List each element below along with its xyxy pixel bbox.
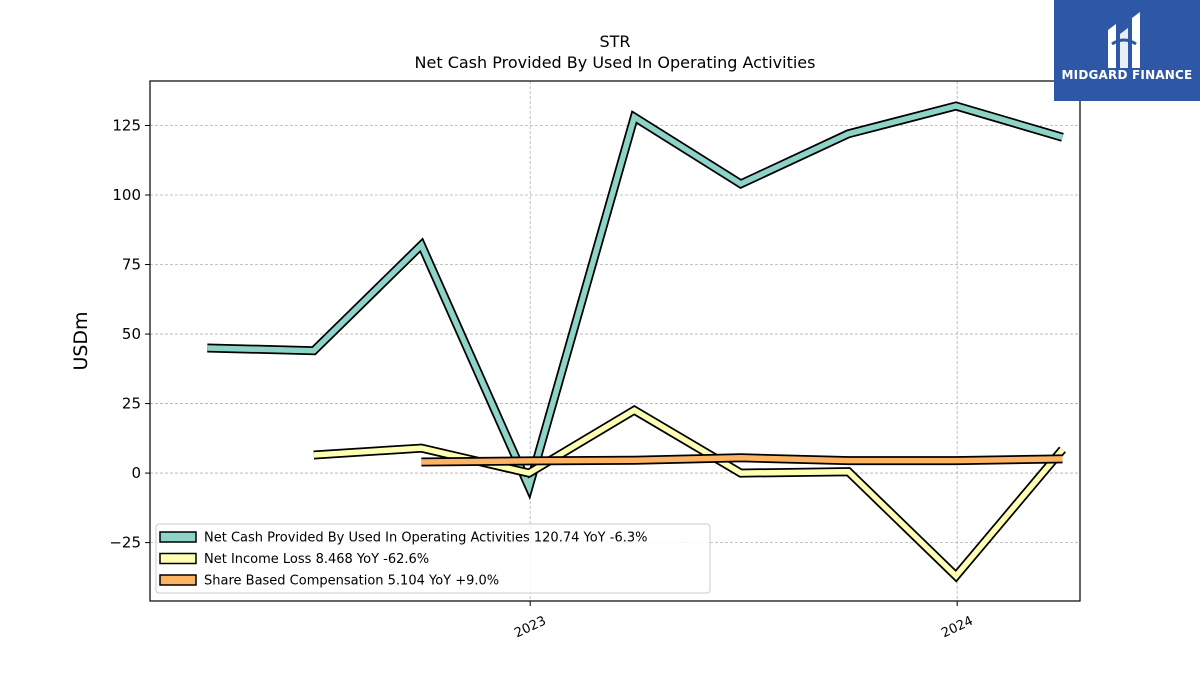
x-tick-label: 2024 [939, 614, 975, 642]
series-line [313, 407, 1065, 581]
legend-swatch [159, 531, 197, 543]
series-line [207, 103, 1064, 496]
series-3 [421, 453, 1063, 467]
y-tick-label: 100 [112, 186, 141, 204]
y-tick-label: 0 [131, 464, 141, 482]
series-lines [207, 101, 1066, 583]
legend: Net Cash Provided By Used In Operating A… [155, 523, 711, 594]
y-axis-label: USDm [70, 311, 92, 370]
chart-subtitle: Net Cash Provided By Used In Operating A… [415, 53, 816, 72]
y-tick-label: 25 [122, 395, 141, 413]
series-2 [313, 404, 1066, 583]
midgard-finance-logo: MIDGARD FINANCE [1054, 0, 1200, 101]
logo-text: MIDGARD FINANCE [1061, 68, 1193, 82]
legend-entry: Net Cash Provided By Used In Operating A… [204, 531, 647, 546]
legend-swatch [159, 574, 197, 586]
series-line [421, 455, 1063, 465]
series-1 [207, 101, 1064, 501]
logo-mark-icon [1108, 12, 1140, 68]
y-tick-label: −25 [109, 534, 141, 552]
chart-title: STR [599, 32, 630, 51]
x-tick-label: 2023 [512, 614, 548, 642]
legend-entry: Net Income Loss 8.468 YoY -62.6% [204, 552, 429, 567]
series-line-outline [207, 101, 1064, 501]
y-tick-label: 75 [122, 256, 141, 274]
y-tick-label: 125 [112, 116, 141, 134]
y-axis-ticks: −25 0 25 50 75 100 125 [109, 116, 150, 552]
plot-frame [149, 80, 1081, 602]
legend-swatch [159, 552, 197, 565]
legend-entry: Share Based Compensation 5.104 YoY +9.0% [204, 574, 499, 589]
x-axis-ticks: 2023 2024 [512, 601, 976, 642]
y-tick-label: 50 [122, 325, 141, 343]
grid-lines [150, 81, 1080, 601]
legend-box [155, 523, 711, 594]
